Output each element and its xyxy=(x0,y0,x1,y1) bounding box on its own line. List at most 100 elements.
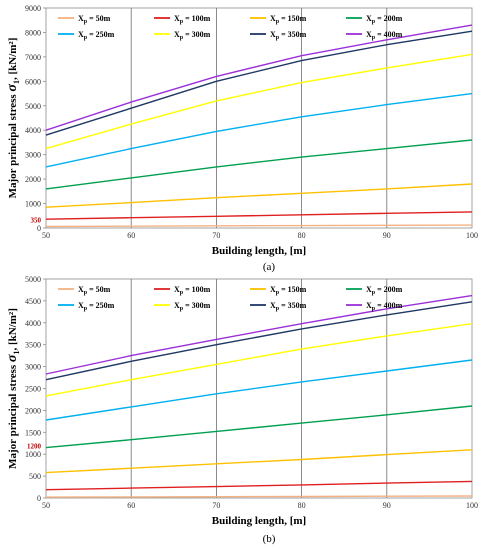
legend-label-main: X xyxy=(78,14,84,23)
legend-label-sub: p xyxy=(372,35,376,41)
legend-label-rest: = 400m xyxy=(375,30,403,39)
x-tick-label: 50 xyxy=(42,231,50,240)
legend-label-rest: = 350m xyxy=(279,301,307,310)
legend-label: Xp = 300m xyxy=(174,30,211,41)
y-axis-label: Major principal stress σ1, [kN/m²] xyxy=(5,38,21,199)
legend-label-sub: p xyxy=(276,306,280,312)
legend-label: Xp = 150m xyxy=(270,285,307,296)
series-line-xp300 xyxy=(45,53,473,150)
x-tick-label: 90 xyxy=(383,501,391,510)
y-axis-label: Major principal stress σ1, [kN/m²] xyxy=(5,308,21,469)
legend-label-main: X xyxy=(270,30,276,39)
series-line-xp250 xyxy=(45,359,473,421)
series-line-xp250 xyxy=(45,92,473,168)
legend-label-rest: = 100m xyxy=(183,285,211,294)
legend-label: Xp = 200m xyxy=(366,14,403,25)
x-axis-label: Building length, [m] xyxy=(212,515,306,527)
series-line-xp200 xyxy=(45,139,473,190)
legend-label-sub: p xyxy=(84,290,88,296)
y-tick-label: 2500 xyxy=(25,385,41,394)
series-line-xp150 xyxy=(45,449,473,474)
legend-label-main: X xyxy=(78,30,84,39)
legend-label: Xp = 350m xyxy=(270,301,307,312)
legend-label-main: X xyxy=(174,285,180,294)
legend-label-main: X xyxy=(366,14,372,23)
x-tick-label: 60 xyxy=(127,231,135,240)
legend-label-main: X xyxy=(366,301,372,310)
legend-label-sub: p xyxy=(84,19,88,25)
legend-label-rest: = 350m xyxy=(279,30,307,39)
y-label-symbol: σ xyxy=(5,354,20,362)
legend-label-rest: = 100m xyxy=(183,14,211,23)
legend-label: Xp = 400m xyxy=(366,301,403,312)
legend-label-sub: p xyxy=(180,35,184,41)
y-tick-label: 4000 xyxy=(25,319,41,328)
series-line-xp150 xyxy=(45,183,473,208)
series-line-xp350 xyxy=(45,30,473,136)
y-label-subscript: 1 xyxy=(12,80,21,84)
y-tick-label: 5000 xyxy=(25,275,41,284)
y-tick-label: 4000 xyxy=(25,126,41,135)
y-tick-label: 500 xyxy=(29,472,41,481)
x-tick-label: 100 xyxy=(466,501,478,510)
y-tick-label: 8000 xyxy=(25,28,41,37)
legend-label-sub: p xyxy=(372,306,376,312)
legend-label: Xp = 400m xyxy=(366,30,403,41)
legend-label-sub: p xyxy=(276,35,280,41)
legend-label-main: X xyxy=(270,14,276,23)
series-line-xp350 xyxy=(45,301,473,381)
legend-label: Xp = 100m xyxy=(174,285,211,296)
legend-label-rest: = 200m xyxy=(375,14,403,23)
y-tick-label: 9000 xyxy=(25,4,41,13)
legend-label-sub: p xyxy=(180,290,184,296)
legend-label-main: X xyxy=(174,301,180,310)
legend-label-main: X xyxy=(78,285,84,294)
y-tick-label: 7000 xyxy=(25,53,41,62)
y-tick-label: 0 xyxy=(37,494,41,503)
legend-label-rest: = 300m xyxy=(183,30,211,39)
legend-label-rest: = 50m xyxy=(87,285,111,294)
legend-label-main: X xyxy=(270,285,276,294)
series-line-xp400 xyxy=(45,24,473,131)
y-tick-label: 2000 xyxy=(25,406,41,415)
legend-label: Xp = 300m xyxy=(174,301,211,312)
x-tick-label: 60 xyxy=(127,501,135,510)
annotation-value: 1200 xyxy=(27,442,42,450)
legend-label-rest: = 400m xyxy=(375,301,403,310)
y-tick-label: 3500 xyxy=(25,341,41,350)
legend-label-rest: = 250m xyxy=(87,301,115,310)
y-label-prefix: Major principal stress xyxy=(7,92,19,199)
plot-area xyxy=(45,7,473,229)
legend-label-rest: = 50m xyxy=(87,14,111,23)
series-line-xp300 xyxy=(45,323,473,397)
y-tick-label: 0 xyxy=(37,224,41,233)
y-label-symbol: σ xyxy=(5,84,20,92)
legend-label: Xp = 50m xyxy=(78,14,111,25)
legend-label-sub: p xyxy=(180,306,184,312)
legend-label: Xp = 150m xyxy=(270,14,307,25)
legend-label-rest: = 150m xyxy=(279,14,307,23)
y-label-unit: , [kN/m²] xyxy=(7,38,19,80)
series-line-xp100 xyxy=(45,211,473,220)
legend-label-main: X xyxy=(270,301,276,310)
series-line-xp200 xyxy=(45,405,473,449)
legend-label-main: X xyxy=(366,30,372,39)
legend-label-sub: p xyxy=(276,19,280,25)
y-tick-label: 3000 xyxy=(25,363,41,372)
series-line-xp400 xyxy=(45,294,473,375)
x-axis-label: Building length, [m] xyxy=(212,245,306,257)
figure-caption: (a) xyxy=(263,261,276,273)
legend-label-sub: p xyxy=(180,19,184,25)
legend-label-sub: p xyxy=(84,306,88,312)
x-tick-label: 80 xyxy=(298,501,306,510)
y-tick-label: 1000 xyxy=(25,450,41,459)
annotation-value: 350 xyxy=(31,216,42,224)
legend-label: Xp = 100m xyxy=(174,14,211,25)
y-tick-label: 4500 xyxy=(25,297,41,306)
y-tick-label: 5000 xyxy=(25,102,41,111)
x-tick-label: 80 xyxy=(298,231,306,240)
legend-label-rest: = 300m xyxy=(183,301,211,310)
